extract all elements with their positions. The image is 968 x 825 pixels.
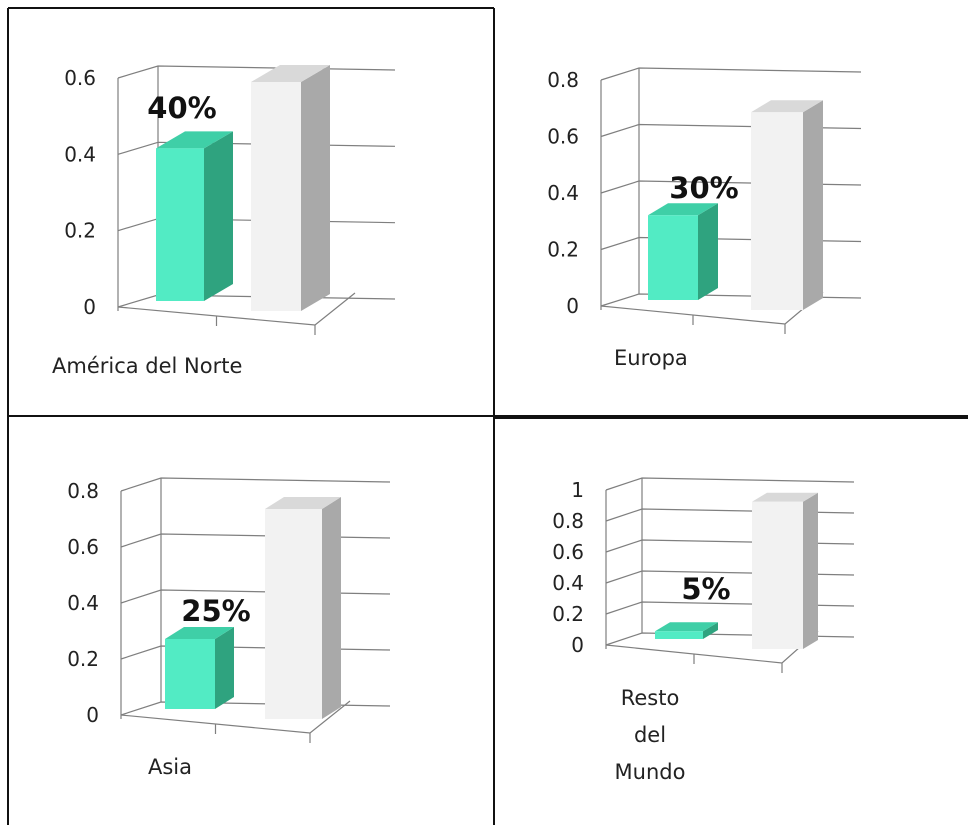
y-tick-label: 0.8 xyxy=(67,479,99,503)
y-tick-label: 0.4 xyxy=(552,571,584,595)
y-tick-label: 0.2 xyxy=(547,238,579,262)
bar-reference xyxy=(751,100,823,310)
y-tick-label: 0.4 xyxy=(64,142,96,166)
y-tick-label: 0.4 xyxy=(547,181,579,205)
bar-reference xyxy=(752,492,818,649)
y-tick-label: 0.8 xyxy=(547,68,579,92)
chart-svg: 0 0.2 0.4 0.6 0.8 1 5% Resto del Mundo xyxy=(552,477,855,784)
category-label: Asia xyxy=(148,755,192,779)
y-tick-label: 0.2 xyxy=(64,219,96,243)
y-tick-label: 0.8 xyxy=(552,509,584,533)
data-label: 25% xyxy=(181,594,250,628)
chart-svg: 0 0.2 0.4 0.6 0.8 25% Asia xyxy=(67,477,391,779)
y-tick-label: 0.2 xyxy=(552,602,584,626)
y-tick-label: 0 xyxy=(83,295,96,319)
bar-region xyxy=(655,622,718,639)
data-label: 30% xyxy=(669,171,738,205)
chart-panel: 0 0.2 0.4 0.6 0.8 25% Asia xyxy=(0,416,494,825)
y-tick-label: 0 xyxy=(571,633,584,657)
y-tick-label: 0.6 xyxy=(64,66,96,90)
y-tick-label: 0 xyxy=(86,703,99,727)
y-tick-label: 0.6 xyxy=(552,540,584,564)
bar-region xyxy=(165,627,234,709)
y-tick-label: 0.2 xyxy=(67,647,99,671)
data-label: 40% xyxy=(147,91,216,125)
chart-svg: 0 0.2 0.4 0.6 40% América del Norte xyxy=(52,65,396,378)
category-label: Resto del Mundo xyxy=(615,686,686,784)
data-label: 5% xyxy=(681,572,730,606)
y-tick-label: 0.6 xyxy=(67,535,99,559)
category-label: Europa xyxy=(614,346,688,370)
chart-panel: 0 0.2 0.4 0.6 0.8 30% Europa xyxy=(494,0,968,416)
bar-reference xyxy=(251,65,330,311)
chart-panel: 0 0.2 0.4 0.6 40% América del Norte xyxy=(0,0,494,416)
chart-panel: 0 0.2 0.4 0.6 0.8 1 5% Resto del Mundo xyxy=(494,416,968,825)
y-tick-label: 0 xyxy=(566,294,579,318)
bar-region xyxy=(648,203,718,300)
y-tick-label: 0.6 xyxy=(547,125,579,149)
category-label: América del Norte xyxy=(52,354,242,378)
y-tick-label: 1 xyxy=(571,478,584,502)
chart-svg: 0 0.2 0.4 0.6 0.8 30% Europa xyxy=(547,67,862,370)
bar-region xyxy=(156,131,233,301)
bar-reference xyxy=(265,497,341,719)
y-tick-label: 0.4 xyxy=(67,591,99,615)
